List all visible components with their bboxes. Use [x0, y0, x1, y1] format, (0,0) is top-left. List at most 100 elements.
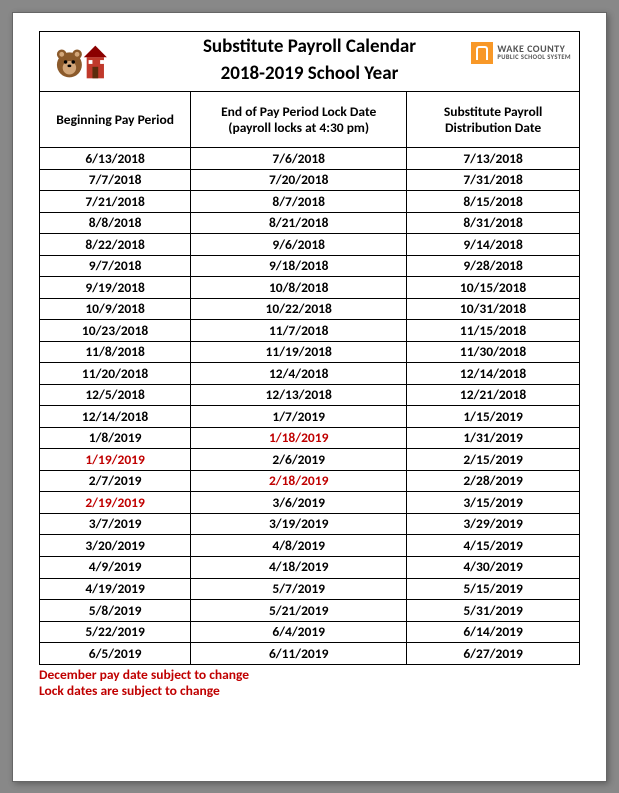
payroll-table: Substitute Payroll Calendar WAKE COUNTY …	[39, 31, 580, 665]
table-cell: 8/22/2018	[40, 234, 191, 256]
table-row: 4/9/20194/18/20194/30/2019	[40, 556, 580, 578]
table-row: 12/5/201812/13/201812/21/2018	[40, 384, 580, 406]
table-cell: 1/31/2019	[407, 427, 580, 449]
table-cell: 12/5/2018	[40, 384, 191, 406]
title-row-2: 2018-2019 School Year	[40, 61, 580, 91]
table-cell: 1/19/2019	[40, 449, 191, 471]
footer-note: December pay date subject to change Lock…	[39, 667, 580, 701]
table-cell: 11/8/2018	[40, 341, 191, 363]
table-cell: 4/19/2019	[40, 578, 191, 600]
table-cell: 11/19/2018	[191, 341, 407, 363]
table-cell: 3/15/2019	[407, 492, 580, 514]
table-row: 6/5/20196/11/20196/27/2019	[40, 643, 580, 665]
table-cell: 11/7/2018	[191, 320, 407, 342]
table-cell: 4/8/2019	[191, 535, 407, 557]
column-header-2: End of Pay Period Lock Date(payroll lock…	[191, 92, 407, 148]
table-cell: 10/23/2018	[40, 320, 191, 342]
footer-line-2: Lock dates are subject to change	[39, 683, 580, 700]
table-row: 5/8/20195/21/20195/31/2019	[40, 600, 580, 622]
table-row: 10/9/201810/22/201810/31/2018	[40, 298, 580, 320]
table-row: 10/23/201811/7/201811/15/2018	[40, 320, 580, 342]
table-cell: 11/20/2018	[40, 363, 191, 385]
table-cell: 3/20/2019	[40, 535, 191, 557]
table-row: 5/22/20196/4/20196/14/2019	[40, 621, 580, 643]
table-cell: 5/22/2019	[40, 621, 191, 643]
table-cell: 3/7/2019	[40, 513, 191, 535]
table-cell: 3/19/2019	[191, 513, 407, 535]
table-cell: 1/7/2019	[191, 406, 407, 428]
header-row: Beginning Pay Period End of Pay Period L…	[40, 92, 580, 148]
table-row: 9/7/20189/18/20189/28/2018	[40, 255, 580, 277]
logo-mark	[471, 42, 493, 64]
table-cell: 12/4/2018	[191, 363, 407, 385]
table-cell: 7/31/2018	[407, 169, 580, 191]
table-cell: 6/11/2019	[191, 643, 407, 665]
table-row: 9/19/201810/8/201810/15/2018	[40, 277, 580, 299]
table-cell: 8/15/2018	[407, 191, 580, 213]
logo-text-bottom: PUBLIC SCHOOL SYSTEM	[497, 54, 571, 61]
table-row: 6/13/20187/6/20187/13/2018	[40, 148, 580, 170]
table-cell: 5/15/2019	[407, 578, 580, 600]
table-cell: 1/15/2019	[407, 406, 580, 428]
table-cell: 7/7/2018	[40, 169, 191, 191]
table-cell: 9/19/2018	[40, 277, 191, 299]
table-cell: 3/29/2019	[407, 513, 580, 535]
table-row: 11/8/201811/19/201811/30/2018	[40, 341, 580, 363]
wcpss-logo: WAKE COUNTY PUBLIC SCHOOL SYSTEM	[471, 42, 571, 64]
table-cell: 2/15/2019	[407, 449, 580, 471]
table-cell: 10/8/2018	[191, 277, 407, 299]
table-cell: 9/7/2018	[40, 255, 191, 277]
table-cell: 1/8/2019	[40, 427, 191, 449]
table-row: 2/7/20192/18/20192/28/2019	[40, 470, 580, 492]
table-row: 8/22/20189/6/20189/14/2018	[40, 234, 580, 256]
table-cell: 10/31/2018	[407, 298, 580, 320]
table-row: 2/19/20193/6/20193/15/2019	[40, 492, 580, 514]
page-title-line1: Substitute Payroll Calendar	[203, 35, 416, 58]
table-cell: 12/21/2018	[407, 384, 580, 406]
table-cell: 9/14/2018	[407, 234, 580, 256]
table-cell: 11/30/2018	[407, 341, 580, 363]
table-row: 7/21/20188/7/20188/15/2018	[40, 191, 580, 213]
table-cell: 6/27/2019	[407, 643, 580, 665]
table-cell: 9/28/2018	[407, 255, 580, 277]
table-cell: 2/18/2019	[191, 470, 407, 492]
page-title-line2: 2018-2019 School Year	[221, 62, 399, 85]
table-cell: 2/6/2019	[191, 449, 407, 471]
title-row-1: Substitute Payroll Calendar WAKE COUNTY …	[40, 31, 580, 61]
table-cell: 6/5/2019	[40, 643, 191, 665]
table-row: 3/7/20193/19/20193/29/2019	[40, 513, 580, 535]
table-cell: 2/7/2019	[40, 470, 191, 492]
table-row: 3/20/20194/8/20194/15/2019	[40, 535, 580, 557]
table-cell: 4/18/2019	[191, 556, 407, 578]
table-cell: 5/21/2019	[191, 600, 407, 622]
table-cell: 5/8/2019	[40, 600, 191, 622]
table-cell: 4/15/2019	[407, 535, 580, 557]
table-cell: 6/14/2019	[407, 621, 580, 643]
footer-line-1: December pay date subject to change	[39, 667, 580, 684]
table-cell: 11/15/2018	[407, 320, 580, 342]
table-cell: 3/6/2019	[191, 492, 407, 514]
table-cell: 2/19/2019	[40, 492, 191, 514]
column-header-1: Beginning Pay Period	[40, 92, 191, 148]
table-cell: 2/28/2019	[407, 470, 580, 492]
table-row: 8/8/20188/21/20188/31/2018	[40, 212, 580, 234]
table-cell: 7/21/2018	[40, 191, 191, 213]
table-cell: 9/6/2018	[191, 234, 407, 256]
table-row: 12/14/20181/7/20191/15/2019	[40, 406, 580, 428]
table-row: 4/19/20195/7/20195/15/2019	[40, 578, 580, 600]
table-cell: 10/22/2018	[191, 298, 407, 320]
table-cell: 6/4/2019	[191, 621, 407, 643]
table-cell: 12/14/2018	[407, 363, 580, 385]
table-row: 11/20/201812/4/201812/14/2018	[40, 363, 580, 385]
table-row: 7/7/20187/20/20187/31/2018	[40, 169, 580, 191]
table-cell: 5/7/2019	[191, 578, 407, 600]
table-row: 1/8/20191/18/20191/31/2019	[40, 427, 580, 449]
table-cell: 12/13/2018	[191, 384, 407, 406]
table-cell: 7/13/2018	[407, 148, 580, 170]
table-cell: 4/9/2019	[40, 556, 191, 578]
table-cell: 8/21/2018	[191, 212, 407, 234]
column-header-3: Substitute PayrollDistribution Date	[407, 92, 580, 148]
table-cell: 4/30/2019	[407, 556, 580, 578]
table-cell: 12/14/2018	[40, 406, 191, 428]
table-row: 1/19/20192/6/20192/15/2019	[40, 449, 580, 471]
